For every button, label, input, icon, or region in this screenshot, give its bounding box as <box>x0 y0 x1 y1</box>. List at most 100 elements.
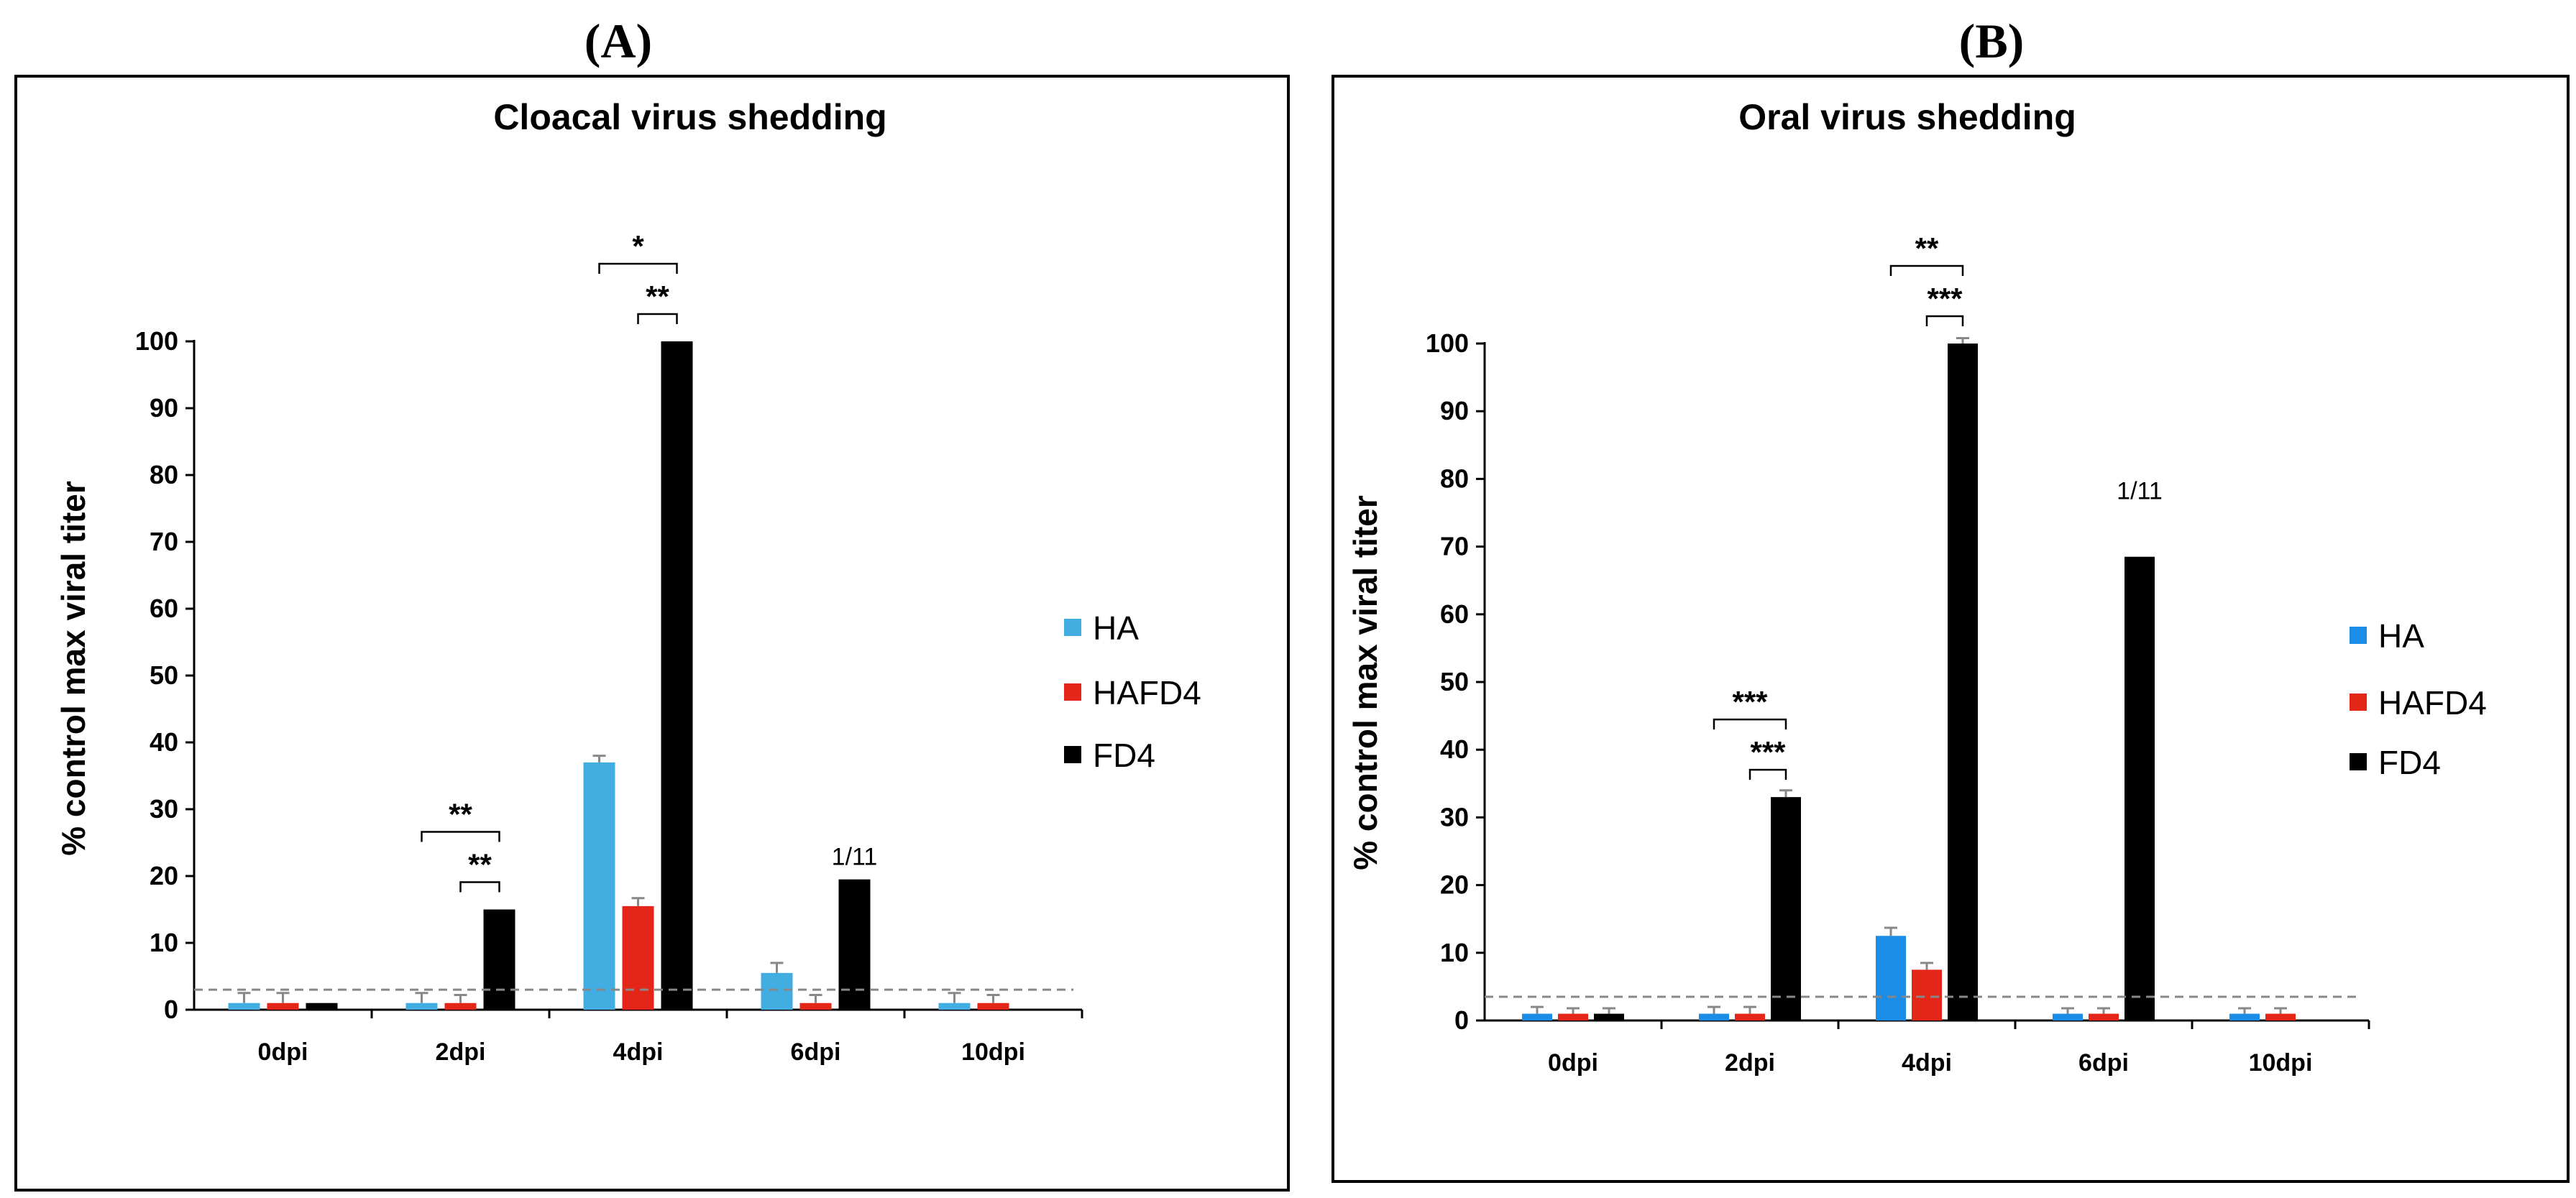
y-tick-label: 0 <box>164 995 178 1024</box>
bar-fd4-4dpi <box>661 341 693 1010</box>
y-tick-label: 10 <box>150 928 178 957</box>
significance-label: ** <box>449 798 472 831</box>
x-tick-label: 10dpi <box>961 1038 1025 1066</box>
significance-label: *** <box>1750 735 1786 769</box>
bar-ha-6dpi <box>761 972 793 1010</box>
y-tick-label: 60 <box>1440 599 1469 629</box>
panel-b-title: Oral virus shedding <box>1738 97 2076 137</box>
bar-hafd4-0dpi <box>267 1003 299 1010</box>
y-tick-label: 100 <box>135 326 178 356</box>
x-tick-label: 10dpi <box>2249 1049 2313 1077</box>
x-tick-label: 4dpi <box>613 1038 664 1066</box>
y-tick-label: 30 <box>150 794 178 824</box>
legend-label-fd4: FD4 <box>1093 737 1155 774</box>
y-tick-label: 60 <box>150 594 178 623</box>
bar-fd4-0dpi <box>306 1003 338 1010</box>
panel-b-y-axis-label: % control max viral titer <box>1347 495 1384 870</box>
bar-hafd4-2dpi <box>444 1003 477 1010</box>
significance-label: * <box>632 229 644 263</box>
significance-bracket <box>1889 264 1964 276</box>
significance-bracket <box>1713 718 1787 730</box>
legend-swatch-ha <box>2350 627 2367 644</box>
bar-hafd4-6dpi <box>2089 1013 2119 1020</box>
bar-hafd4-0dpi <box>1558 1013 1588 1020</box>
bar-ha-2dpi <box>1699 1013 1729 1020</box>
bar-ha-0dpi <box>228 1003 260 1010</box>
panel-a-title: Cloacal virus shedding <box>493 97 886 137</box>
legend-label-hafd4: HAFD4 <box>2378 684 2487 722</box>
legend-label-hafd4: HAFD4 <box>1093 674 1201 711</box>
x-tick-label: 0dpi <box>1548 1049 1598 1077</box>
legend-swatch-fd4 <box>1064 746 1081 763</box>
significance-bracket <box>459 881 500 893</box>
y-tick-label: 0 <box>1454 1005 1469 1035</box>
significance-bracket <box>637 313 678 324</box>
x-tick-label: 2dpi <box>436 1038 486 1066</box>
x-tick-label: 6dpi <box>2078 1049 2129 1077</box>
bar-ha-4dpi <box>1876 936 1906 1020</box>
significance-bracket <box>598 262 678 274</box>
x-tick-label: 0dpi <box>258 1038 308 1066</box>
significance-bracket <box>421 831 500 842</box>
bar-hafd4-10dpi <box>977 1003 1009 1010</box>
panel-b-frame <box>1331 75 2570 1183</box>
panel-a: (A) Cloacal virus shedding % control max… <box>14 14 1290 1192</box>
bar-fd4-2dpi <box>483 909 515 1010</box>
panel-b: (B) Oral virus shedding % control max vi… <box>1331 14 2570 1183</box>
bar-hafd4-2dpi <box>1735 1013 1765 1020</box>
bar-fd4-6dpi <box>2124 556 2155 1020</box>
panel-b-label: (B) <box>1959 14 2025 68</box>
annotation-label: 1/11 <box>832 844 878 871</box>
significance-label: ** <box>468 848 492 882</box>
annotation-label: 1/11 <box>2117 478 2163 505</box>
x-tick-label: 6dpi <box>791 1038 841 1066</box>
y-tick-label: 80 <box>150 460 178 489</box>
legend-swatch-hafd4 <box>1064 683 1081 701</box>
y-tick-label: 10 <box>1440 938 1469 967</box>
bar-ha-4dpi <box>583 762 615 1010</box>
bar-hafd4-6dpi <box>799 1003 832 1010</box>
legend-swatch-hafd4 <box>2350 694 2367 711</box>
x-tick-label: 2dpi <box>1725 1049 1775 1077</box>
y-tick-label: 50 <box>1440 667 1469 696</box>
bar-hafd4-4dpi <box>622 906 654 1010</box>
bar-ha-6dpi <box>2053 1013 2083 1020</box>
legend-swatch-fd4 <box>2350 753 2367 770</box>
y-tick-label: 30 <box>1440 802 1469 831</box>
bar-ha-10dpi <box>2229 1013 2260 1020</box>
y-tick-label: 90 <box>1440 396 1469 425</box>
significance-bracket <box>1925 315 1964 326</box>
bar-fd4-6dpi <box>838 879 871 1010</box>
significance-label: *** <box>1927 282 1963 315</box>
bar-ha-2dpi <box>405 1003 438 1010</box>
bar-ha-10dpi <box>938 1003 971 1010</box>
bar-fd4-2dpi <box>1771 797 1801 1020</box>
panel-b-plot: 0 10 20 30 40 50 60 70 80 90 100 0dpi 2dpi 4dpi 6dpi 10… <box>1426 231 2370 1077</box>
legend-label-ha: HA <box>1093 609 1139 647</box>
bar-fd4-4dpi <box>1948 344 1978 1020</box>
legend-label-ha: HA <box>2378 617 2424 655</box>
y-tick-label: 20 <box>150 861 178 890</box>
legend-label-fd4: FD4 <box>2378 744 2441 781</box>
y-tick-label: 20 <box>1440 870 1469 900</box>
bar-hafd4-4dpi <box>1912 969 1942 1020</box>
panel-b-legend: HA HAFD4 FD4 <box>2350 617 2487 781</box>
y-tick-label: 50 <box>150 660 178 690</box>
panel-a-plot: 0 10 20 30 40 50 60 70 80 90 100 0dpi 2dpi 4dpi 6dpi 10… <box>135 229 1083 1066</box>
significance-label: *** <box>1732 685 1768 719</box>
legend-swatch-ha <box>1064 619 1081 636</box>
significance-bracket <box>1748 768 1787 780</box>
panel-a-label: (A) <box>585 14 652 68</box>
bar-ha-0dpi <box>1522 1013 1552 1020</box>
significance-label: ** <box>1915 231 1939 265</box>
y-tick-label: 40 <box>1440 734 1469 764</box>
panel-a-frame <box>14 75 1290 1192</box>
bar-fd4-0dpi <box>1594 1013 1624 1020</box>
significance-label: ** <box>646 280 669 313</box>
y-tick-label: 100 <box>1426 328 1469 358</box>
y-tick-label: 90 <box>150 393 178 423</box>
y-tick-label: 40 <box>150 727 178 757</box>
x-tick-label: 4dpi <box>1902 1049 1952 1077</box>
bar-hafd4-10dpi <box>2265 1013 2296 1020</box>
